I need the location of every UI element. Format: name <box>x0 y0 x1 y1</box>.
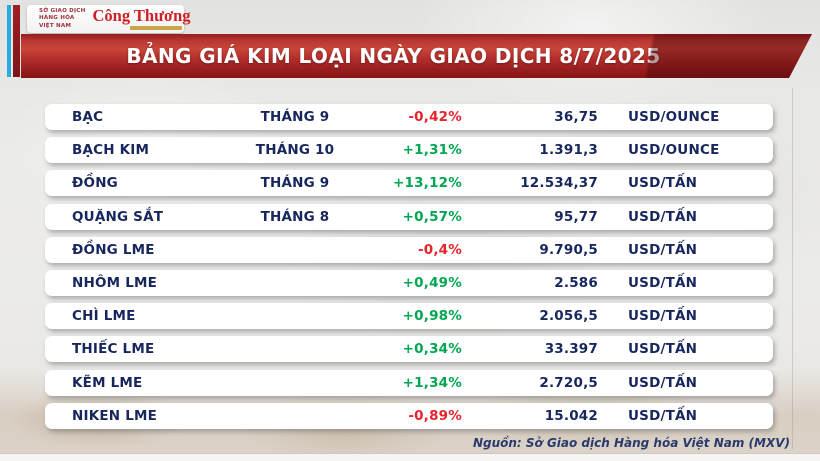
change-percent: +0,49% <box>402 275 462 291</box>
mxv-logo-line1: SỞ GIAO DỊCH <box>39 8 86 15</box>
table-row: KẼM LME +1,34% 2.720,5 USD/TẤN <box>45 369 773 396</box>
table-row: ĐỒNG LME -0,4% 9.790,5 USD/TẤN <box>45 236 773 263</box>
price-unit: USD/TẤN <box>628 175 698 192</box>
price-value: 9.790,5 <box>539 241 598 258</box>
accent-bar-red <box>13 5 20 77</box>
price-unit: USD/OUNCE <box>628 109 720 125</box>
change-percent: +13,12% <box>393 175 462 192</box>
metal-name: BẠCH KIM <box>72 142 150 159</box>
metal-name: ĐỒNG LME <box>72 241 155 258</box>
contract-month: THÁNG 9 <box>260 109 330 125</box>
metal-name: BẠC <box>72 109 104 125</box>
mxv-logo-line3: VIỆT NAM <box>39 22 72 29</box>
accent-bar-cyan <box>7 5 11 77</box>
right-edge-divider <box>792 88 793 449</box>
bottom-strip <box>0 453 820 461</box>
price-value: 95,77 <box>554 208 598 225</box>
price-value: 36,75 <box>554 109 598 125</box>
table-row: CHÌ LME +0,98% 2.056,5 USD/TẤN <box>45 303 773 330</box>
metal-name: NHÔM LME <box>72 275 158 291</box>
table-row: ĐỒNG THÁNG 9 +13,12% 12.534,37 USD/TẤN <box>45 170 773 197</box>
logo-box: SỞ GIAO DỊCH HÀNG HÓA VIỆT NAM Công Thươ… <box>27 5 191 33</box>
change-percent: +0,98% <box>402 308 462 325</box>
mxv-logo-line2: HÀNG HÓA <box>39 15 75 22</box>
price-value: 12.534,37 <box>520 175 598 192</box>
table-row: BẠCH KIM THÁNG 10 +1,31% 1.391,3 USD/OUN… <box>45 137 773 164</box>
metal-name: KẼM LME <box>72 374 143 391</box>
contract-month: THÁNG 8 <box>260 208 330 225</box>
change-percent: +0,34% <box>402 341 462 358</box>
price-unit: USD/TẤN <box>628 341 698 358</box>
price-unit: USD/TẤN <box>628 241 698 258</box>
price-unit: USD/TẤN <box>628 407 698 424</box>
contract-month: THÁNG 10 <box>255 142 335 159</box>
page-title: BẢNG GIÁ KIM LOẠI NGÀY GIAO DỊCH 8/7/202… <box>126 44 661 68</box>
price-unit: USD/OUNCE <box>628 142 720 159</box>
price-unit: USD/TẤN <box>628 275 698 291</box>
price-unit: USD/TẤN <box>628 208 698 225</box>
change-percent: +1,31% <box>402 142 462 159</box>
table-row: THIẾC LME +0,34% 33.397 USD/TẤN <box>45 336 773 363</box>
price-value: 33.397 <box>544 341 598 358</box>
price-value: 2.720,5 <box>539 374 598 391</box>
mxv-logo-text: SỞ GIAO DỊCH HÀNG HÓA VIỆT NAM <box>39 8 85 30</box>
contract-month: THÁNG 9 <box>260 175 330 192</box>
source-note: Nguồn: Sở Giao dịch Hàng hóa Việt Nam (M… <box>472 436 790 450</box>
change-percent: +1,34% <box>402 374 462 391</box>
congthuong-tagline-bar <box>130 25 183 30</box>
change-percent: -0,42% <box>408 109 462 125</box>
metal-name: NIKEN LME <box>72 407 158 424</box>
price-unit: USD/TẤN <box>628 374 698 391</box>
table-row: BẠC THÁNG 9 -0,42% 36,75 USD/OUNCE <box>45 104 773 130</box>
metal-name: QUẶNG SẮT <box>72 208 164 225</box>
metal-name: ĐỒNG <box>72 175 118 192</box>
table-row: NIKEN LME -0,89% 15.042 USD/TẤN <box>45 402 773 429</box>
price-unit: USD/TẤN <box>628 308 698 325</box>
congthuong-logo: Công Thương <box>90 6 191 30</box>
table-row: QUẶNG SẮT THÁNG 8 +0,57% 95,77 USD/TẤN <box>45 203 773 230</box>
congthuong-logo-text: Công Thương <box>92 6 191 26</box>
metal-name: THIẾC LME <box>72 341 155 358</box>
change-percent: -0,4% <box>417 241 462 258</box>
price-value: 2.056,5 <box>539 308 598 325</box>
price-value: 2.586 <box>554 275 598 291</box>
price-value: 1.391,3 <box>539 142 598 159</box>
title-banner: BẢNG GIÁ KIM LOẠI NGÀY GIAO DỊCH 8/7/202… <box>21 34 812 78</box>
change-percent: -0,89% <box>408 407 462 424</box>
change-percent: +0,57% <box>402 208 462 225</box>
table-row: NHÔM LME +0,49% 2.586 USD/TẤN <box>45 270 773 296</box>
metal-name: CHÌ LME <box>72 308 136 325</box>
price-value: 15.042 <box>544 407 598 424</box>
